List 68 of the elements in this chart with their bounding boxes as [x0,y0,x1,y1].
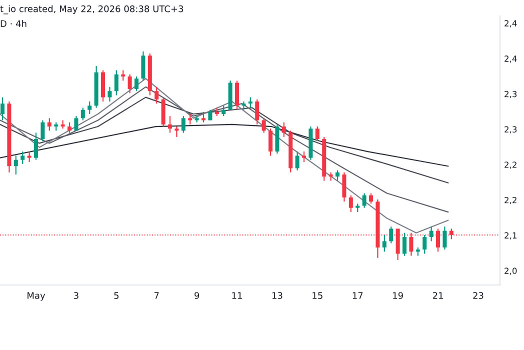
candlestick [235,80,240,110]
candlestick [74,116,78,132]
x-tick-label: 7 [154,292,159,299]
x-tick-label: 23 [473,292,484,299]
candlestick [27,150,32,163]
text: 2,4 [504,20,517,28]
x-tick-label: 9 [194,292,200,299]
candlestick [302,150,306,163]
candlestick [202,111,206,123]
candlestick [141,50,146,82]
candlestick [242,100,246,110]
text: 2,2 [504,196,516,204]
candlestick [442,226,447,250]
candlestick [134,76,139,92]
x-tick-label: May [28,292,46,301]
text: 2,3 [504,126,517,134]
chart-title: D · 4h [0,20,26,27]
text: 2,0 [504,268,517,275]
candlestick [174,126,179,138]
candlestick [255,98,260,125]
candlestick [268,128,273,156]
x-tick-label: 15 [312,292,322,299]
text: 2,4 [504,56,517,63]
candlestick [402,232,407,256]
candlestick [348,194,353,213]
candlestick [14,155,18,176]
candlestick [342,172,346,202]
candlestick [154,86,159,104]
candlestick [40,120,45,142]
candlestick [88,100,92,115]
x-tick-label: 21 [432,292,443,299]
candlestick [114,70,118,96]
x-tick-label: 3 [74,292,78,299]
candlestick [248,96,252,108]
candlestick [47,118,52,132]
candlestick [0,96,5,121]
text: 2,1 [504,232,516,240]
candlestick [222,105,226,117]
candlestick [108,86,112,102]
candlestick [181,116,186,134]
candlestick [315,126,320,142]
candlestick [295,150,300,171]
candlestick [262,118,266,134]
candlestick [429,226,434,242]
candlestick [208,109,212,121]
x-tick-label: 17 [352,292,363,299]
candlestick [168,116,172,134]
x-tick-label: 11 [232,292,242,299]
candlestick [20,150,25,165]
candlestick [128,74,132,94]
text: 2,3 [504,90,517,98]
candlestick [362,192,366,208]
candlestick [336,170,340,182]
candlestick [382,234,386,252]
x-tick-label: 19 [393,292,403,299]
x-tick-label: 13 [272,292,282,299]
candlestick [369,192,374,204]
candlestick [121,70,126,82]
text: t_io created, May 22, 2026 08:38 UTC+3 [0,5,184,14]
candlestick [188,113,192,125]
candlestick [34,132,38,160]
candlestick [80,107,85,121]
text: 2,2 [504,162,516,169]
candlestick [282,122,286,138]
x-tick-label: 5 [114,292,118,299]
candlestick [68,122,72,134]
candlestick [422,234,427,254]
candlestick [389,226,394,244]
